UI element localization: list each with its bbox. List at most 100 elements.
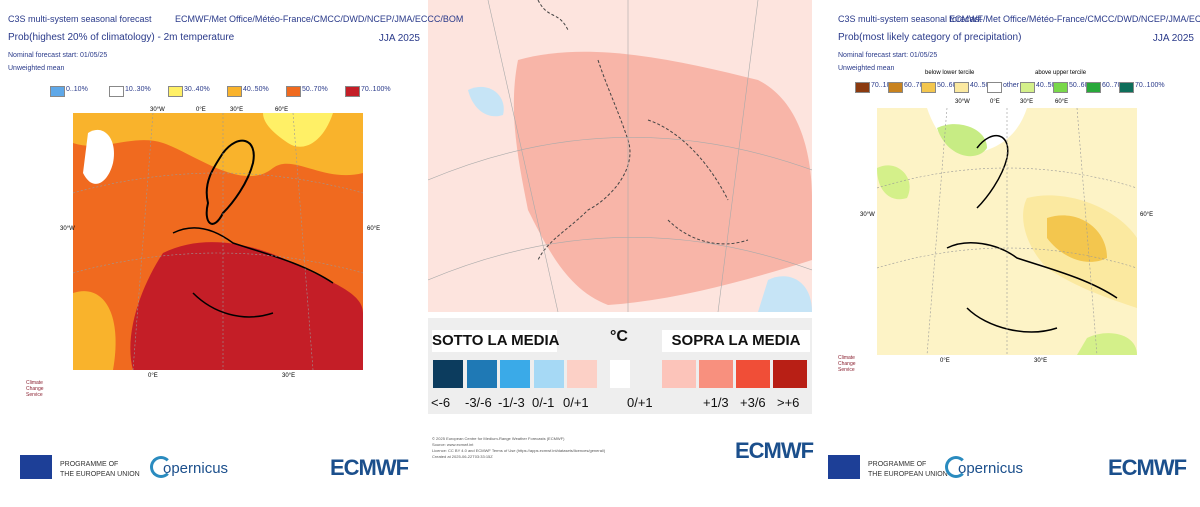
- service-logo: Climate Change Service: [838, 355, 856, 373]
- period: JJA 2025: [1152, 33, 1194, 44]
- legend-label: 0/-1: [532, 395, 555, 410]
- tercile-label: above upper tercile: [1035, 70, 1087, 76]
- legend-swatch: [987, 82, 1002, 93]
- anomaly-map: [428, 0, 812, 312]
- lon-label: 60°E: [275, 107, 289, 113]
- lon-label: 0°E: [148, 373, 158, 379]
- lon-label: 30°E: [1034, 358, 1048, 364]
- legend-swatch: [50, 86, 65, 97]
- legend-swatch: [567, 360, 597, 388]
- legend-swatch: [855, 82, 870, 93]
- eu-text: THE EUROPEAN UNION: [868, 471, 948, 478]
- legend-label: 10..30%: [125, 86, 151, 93]
- legend-swatch: [888, 82, 903, 93]
- legend-label: +3/6: [740, 395, 766, 410]
- lat-label: 60°E: [367, 226, 381, 232]
- legend-swatch: [1119, 82, 1134, 93]
- copernicus: opernicus: [163, 460, 229, 477]
- legend-label: 50..60%: [1069, 82, 1095, 89]
- legend-label: other: [1003, 82, 1019, 89]
- legend-label: 50..70%: [302, 86, 328, 93]
- legend-swatch: [954, 82, 969, 93]
- legend-title: SOPRA LA MEDIA: [662, 330, 810, 352]
- credit: © 2025 European Centre for Medium-Range …: [432, 436, 565, 441]
- credit: Source: www.ecmwf.int: [432, 442, 474, 447]
- lon-label: 0°E: [940, 358, 950, 364]
- header-text: Unweighted mean: [838, 65, 895, 72]
- ecmwf-logo: ECMWF: [330, 455, 409, 480]
- providers: ECMWF/Met Office/Météo-France/CMCC/DWD/N…: [949, 14, 1200, 24]
- legend-label: +1/3: [703, 395, 729, 410]
- legend-label: 70..100%: [871, 82, 901, 89]
- header-text: Prob(most likely category of precipitati…: [838, 32, 1022, 43]
- legend-label: 60..70%: [1102, 82, 1128, 89]
- header-text: Unweighted mean: [8, 65, 65, 72]
- legend-label: 40..50%: [243, 86, 269, 93]
- legend-swatch: [500, 360, 530, 388]
- lat-label: 60°E: [1140, 212, 1154, 218]
- legend-label: 70..100%: [1135, 82, 1165, 89]
- header-text: Prob(highest 20% of climatology) - 2m te…: [8, 32, 235, 43]
- legend-label: 0..10%: [66, 86, 88, 93]
- lon-label: 0°E: [990, 99, 1000, 105]
- lon-label: 30°W: [955, 99, 970, 105]
- legend-swatch: [433, 360, 463, 388]
- legend-label: -3/-6: [465, 395, 492, 410]
- temperature-map: [73, 113, 363, 370]
- legend-label: 0/+1: [563, 395, 589, 410]
- legend-label: 60..70%: [904, 82, 930, 89]
- ecmwf-logo: ECMWF: [1108, 455, 1187, 480]
- legend-label: -1/-3: [498, 395, 525, 410]
- legend-swatch: [921, 82, 936, 93]
- legend-swatch: [534, 360, 564, 388]
- lon-label: 30°E: [230, 107, 244, 113]
- legend-title: SOTTO LA MEDIA: [432, 330, 560, 352]
- unit: °C: [610, 328, 628, 345]
- legend-swatch: [662, 360, 696, 388]
- ecmwf-logo: ECMWF: [735, 438, 814, 463]
- service-logo: Climate Change Service: [26, 380, 44, 398]
- legend-swatch: [286, 86, 301, 97]
- copernicus: opernicus: [958, 460, 1024, 477]
- copernicus-c: [945, 456, 967, 478]
- eu-flag: [828, 455, 860, 479]
- lon-label: 30°E: [1020, 99, 1034, 105]
- legend-swatch: [1053, 82, 1068, 93]
- legend-swatch: [699, 360, 733, 388]
- legend-label: 40..50%: [1036, 82, 1062, 89]
- legend-label: 70..100%: [361, 86, 391, 93]
- lon-label: 60°E: [1055, 99, 1069, 105]
- legend-swatch: [1086, 82, 1101, 93]
- credit: Created at 2025-06-22T03:33:15Z: [432, 454, 493, 459]
- precipitation-map: [877, 108, 1137, 355]
- tercile-label: below lower tercile: [925, 70, 975, 76]
- legend-swatch: [1020, 82, 1035, 93]
- lat-label: 30°W: [860, 212, 875, 218]
- legend-swatch: [227, 86, 242, 97]
- header-text: C3S multi-system seasonal forecast: [838, 14, 982, 24]
- header-text: Nominal forecast start: 01/05/25: [8, 52, 108, 59]
- credit: Licence: CC BY 4.0 and ECMWF Terms of Us…: [432, 448, 606, 453]
- lon-label: 0°E: [196, 107, 206, 113]
- legend-swatch: [467, 360, 497, 388]
- eu-flag: [20, 455, 52, 479]
- legend-label: 50..60%: [937, 82, 963, 89]
- copernicus-c: [150, 456, 172, 478]
- legend-label: 0/+1: [627, 395, 653, 410]
- period: JJA 2025: [378, 33, 420, 44]
- eu-text: PROGRAMME OF: [60, 461, 119, 468]
- legend-label: >+6: [777, 395, 800, 410]
- legend-swatch: [773, 360, 807, 388]
- neutral-swatch: [610, 360, 630, 388]
- header-text: Nominal forecast start: 01/05/25: [838, 52, 938, 59]
- legend-swatch: [109, 86, 124, 97]
- legend-swatch: [345, 86, 360, 97]
- legend-label: 40..50%: [970, 82, 996, 89]
- legend-label: <-6: [431, 395, 451, 410]
- legend-swatch: [168, 86, 183, 97]
- legend-swatch: [736, 360, 770, 388]
- lon-label: 30°W: [150, 107, 165, 113]
- lat-label: 30°W: [60, 226, 75, 232]
- eu-text: PROGRAMME OF: [868, 461, 927, 468]
